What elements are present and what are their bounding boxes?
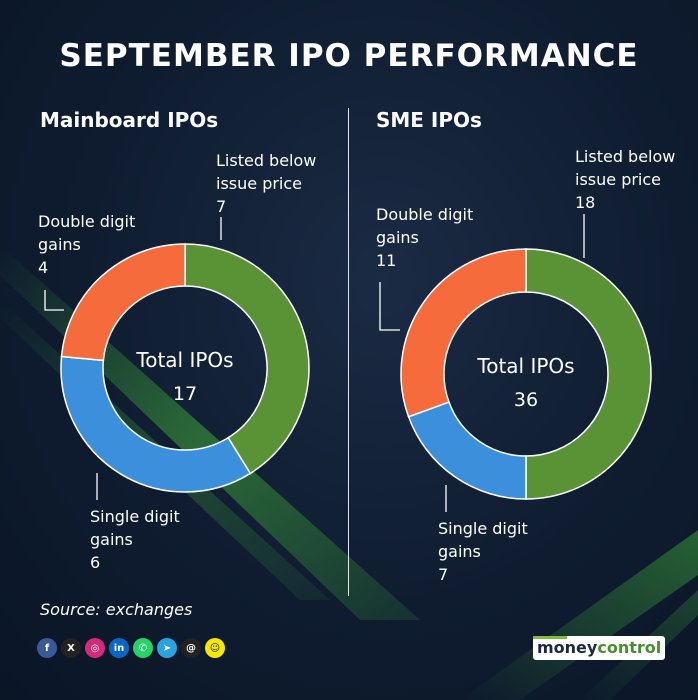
facebook-icon[interactable]: f <box>37 638 57 658</box>
threads-icon[interactable]: @ <box>181 638 201 658</box>
snapchat-icon[interactable]: ☺ <box>205 638 225 658</box>
label-line: Listed below <box>216 151 317 170</box>
label-value: 7 <box>438 565 449 584</box>
label-line: issue price <box>216 174 303 193</box>
center-label: Total IPOs <box>135 348 233 372</box>
center-label: Total IPOs <box>476 354 574 378</box>
source-note: Source: exchanges <box>40 600 193 619</box>
donut-slice <box>407 401 527 500</box>
telegram-icon[interactable]: ➤ <box>157 638 177 658</box>
logo-accent <box>533 636 567 639</box>
mainboard-label-double-digit: Double digit gains 4 <box>38 210 135 279</box>
x-icon[interactable]: X <box>61 638 81 658</box>
logo-text-part1: money <box>533 636 598 660</box>
label-value: 6 <box>90 553 101 572</box>
donut-slice <box>60 243 186 362</box>
label-value: 11 <box>376 251 397 270</box>
label-value: 4 <box>38 258 49 277</box>
sme-title: SME IPOs <box>376 108 482 132</box>
label-line: Double digit <box>376 205 474 224</box>
label-line: Listed below <box>575 147 676 166</box>
logo-text-part2: control <box>597 636 666 660</box>
label-line: issue price <box>575 170 662 189</box>
mainboard-label-listed-below: Listed below issue price 7 <box>216 149 316 218</box>
sme-label-double-digit: Double digit gains 11 <box>376 203 473 272</box>
donut-slice <box>60 355 252 493</box>
leader-line <box>379 282 400 331</box>
whatsapp-icon[interactable]: ✆ <box>133 638 153 658</box>
linkedin-icon[interactable]: in <box>109 638 129 658</box>
label-line: gains <box>38 235 81 254</box>
donut-slice <box>400 248 527 418</box>
label-line: gains <box>376 228 419 247</box>
label-line: Single digit <box>438 519 528 538</box>
label-line: gains <box>90 530 133 549</box>
sme-label-single-digit: Single digit gains 7 <box>438 517 528 586</box>
social-icons: f X ◎ in ✆ ➤ @ ☺ <box>37 638 225 658</box>
moneycontrol-logo: money control <box>533 636 666 660</box>
sme-label-listed-below: Listed below issue price 18 <box>575 145 675 214</box>
center-total: 36 <box>514 389 538 411</box>
label-line: Double digit <box>38 212 136 231</box>
donut-slice <box>184 243 310 475</box>
label-line: Single digit <box>90 507 180 526</box>
instagram-icon[interactable]: ◎ <box>85 638 105 658</box>
column-divider <box>348 108 349 596</box>
green-streak <box>460 530 698 700</box>
donut-slice <box>525 248 652 500</box>
page-title: SEPTEMBER IPO PERFORMANCE <box>59 38 639 74</box>
mainboard-title: Mainboard IPOs <box>40 108 219 132</box>
leader-line <box>44 290 64 311</box>
label-value: 18 <box>575 193 596 212</box>
label-line: gains <box>438 542 481 561</box>
label-value: 7 <box>216 197 227 216</box>
mainboard-label-single-digit: Single digit gains 6 <box>90 505 180 574</box>
center-total: 17 <box>173 383 197 405</box>
